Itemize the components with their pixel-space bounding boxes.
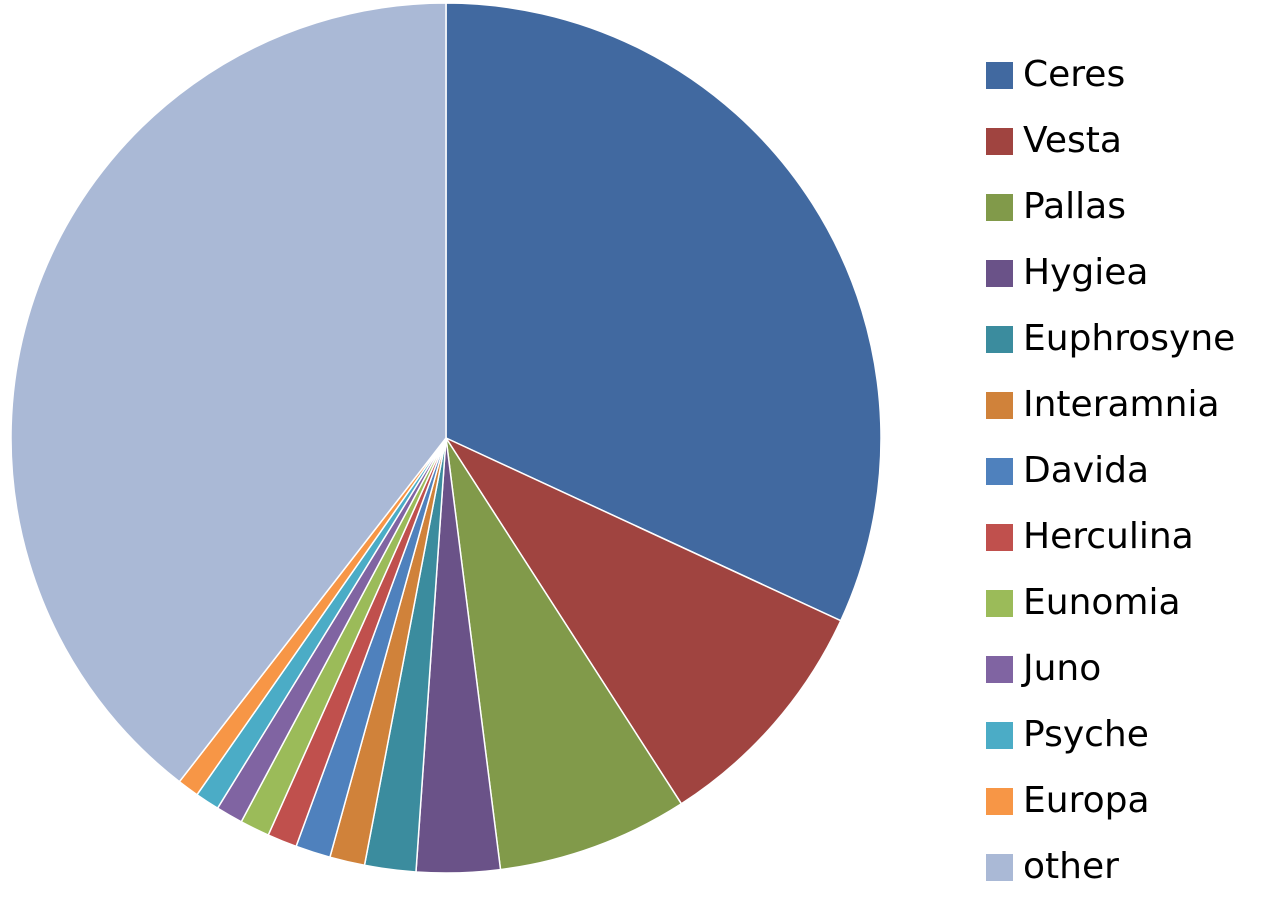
legend-swatch — [986, 853, 1013, 881]
legend-swatch — [986, 589, 1013, 617]
legend-item-europa: Europa — [986, 768, 1235, 834]
chart-legend: Ceres Vesta Pallas Hygiea Euphrosyne Interamn… — [986, 42, 1235, 900]
legend-swatch — [986, 127, 1013, 155]
legend-item-davida: Davida — [986, 438, 1235, 504]
legend-item-juno: Juno — [986, 636, 1235, 702]
legend-item-euphrosyne: Euphrosyne — [986, 306, 1235, 372]
legend-label: Vesta — [1023, 120, 1122, 161]
legend-label: Ceres — [1023, 54, 1126, 95]
legend-label: other — [1023, 846, 1119, 887]
legend-item-other: other — [986, 834, 1235, 900]
legend-label: Juno — [1023, 648, 1102, 689]
legend-item-hygiea: Hygiea — [986, 240, 1235, 306]
legend-item-eunomia: Eunomia — [986, 570, 1235, 636]
legend-item-ceres: Ceres — [986, 42, 1235, 108]
legend-item-interamnia: Interamnia — [986, 372, 1235, 438]
legend-label: Pallas — [1023, 186, 1126, 227]
legend-item-vesta: Vesta — [986, 108, 1235, 174]
legend-item-psyche: Psyche — [986, 702, 1235, 768]
legend-swatch — [986, 61, 1013, 89]
legend-swatch — [986, 391, 1013, 419]
legend-swatch — [986, 193, 1013, 221]
legend-swatch — [986, 787, 1013, 815]
legend-label: Herculina — [1023, 516, 1194, 557]
legend-label: Eunomia — [1023, 582, 1181, 623]
pie-slice-ceres — [445, 2, 882, 622]
pie-slice-vesta — [443, 436, 842, 805]
legend-label: Psyche — [1023, 714, 1149, 755]
legend-swatch — [986, 721, 1013, 749]
legend-label: Euphrosyne — [1023, 318, 1236, 359]
legend-swatch — [986, 457, 1013, 485]
legend-swatch — [986, 523, 1013, 551]
legend-label: Europa — [1023, 780, 1150, 821]
legend-item-herculina: Herculina — [986, 504, 1235, 570]
legend-label: Hygiea — [1023, 252, 1149, 293]
legend-label: Interamnia — [1023, 384, 1220, 425]
legend-swatch — [986, 259, 1013, 287]
legend-label: Davida — [1023, 450, 1149, 491]
pie-slice-pallas — [445, 437, 683, 871]
legend-swatch — [986, 655, 1013, 683]
pie-slice-other — [10, 2, 447, 783]
legend-swatch — [986, 325, 1013, 353]
legend-item-pallas: Pallas — [986, 174, 1235, 240]
